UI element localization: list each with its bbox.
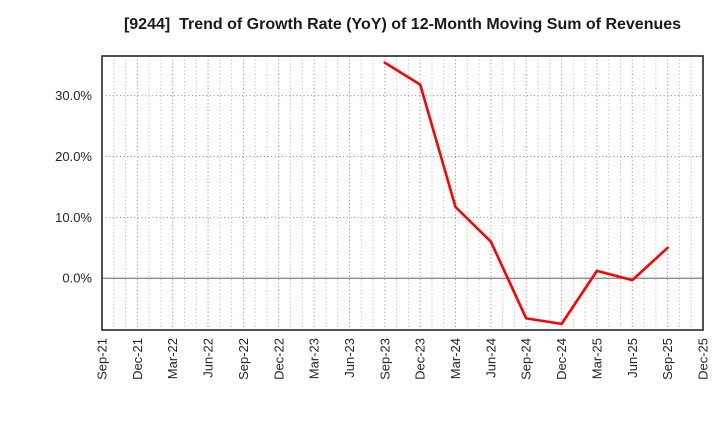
x-tick-label: Sep-25 bbox=[660, 338, 675, 380]
x-tick-label: Sep-21 bbox=[95, 338, 110, 380]
x-tick-label: Jun-22 bbox=[201, 338, 216, 378]
y-tick-label: 30.0% bbox=[55, 88, 92, 103]
x-tick-label: Dec-23 bbox=[413, 338, 428, 380]
x-tick-label: Dec-22 bbox=[271, 338, 286, 380]
plot-frame bbox=[101, 55, 704, 331]
x-tick-label: Sep-24 bbox=[519, 338, 534, 380]
x-tick-label: Mar-24 bbox=[448, 338, 463, 379]
chart-title: [9244] Trend of Growth Rate (YoY) of 12-… bbox=[123, 16, 682, 33]
y-tick-label: 0.0% bbox=[62, 271, 92, 286]
x-tick-label: Sep-22 bbox=[236, 338, 251, 380]
x-tick-label: Mar-22 bbox=[165, 338, 180, 379]
y-tick-label: 20.0% bbox=[55, 149, 92, 164]
x-tick-label: Mar-23 bbox=[307, 338, 322, 379]
x-tick-label: Dec-24 bbox=[554, 338, 569, 380]
x-tick-label: Sep-23 bbox=[377, 338, 392, 380]
x-tick-label: Jun-24 bbox=[483, 338, 498, 378]
x-tick-label: Dec-21 bbox=[130, 338, 145, 380]
y-tick-label: 10.0% bbox=[55, 210, 92, 225]
x-tick-label: Dec-25 bbox=[696, 338, 711, 380]
revenue-growth-line bbox=[383, 61, 669, 326]
x-tick-label: Jun-23 bbox=[342, 338, 357, 378]
x-tick-label: Jun-25 bbox=[625, 338, 640, 378]
x-tick-label: Mar-25 bbox=[589, 338, 604, 379]
